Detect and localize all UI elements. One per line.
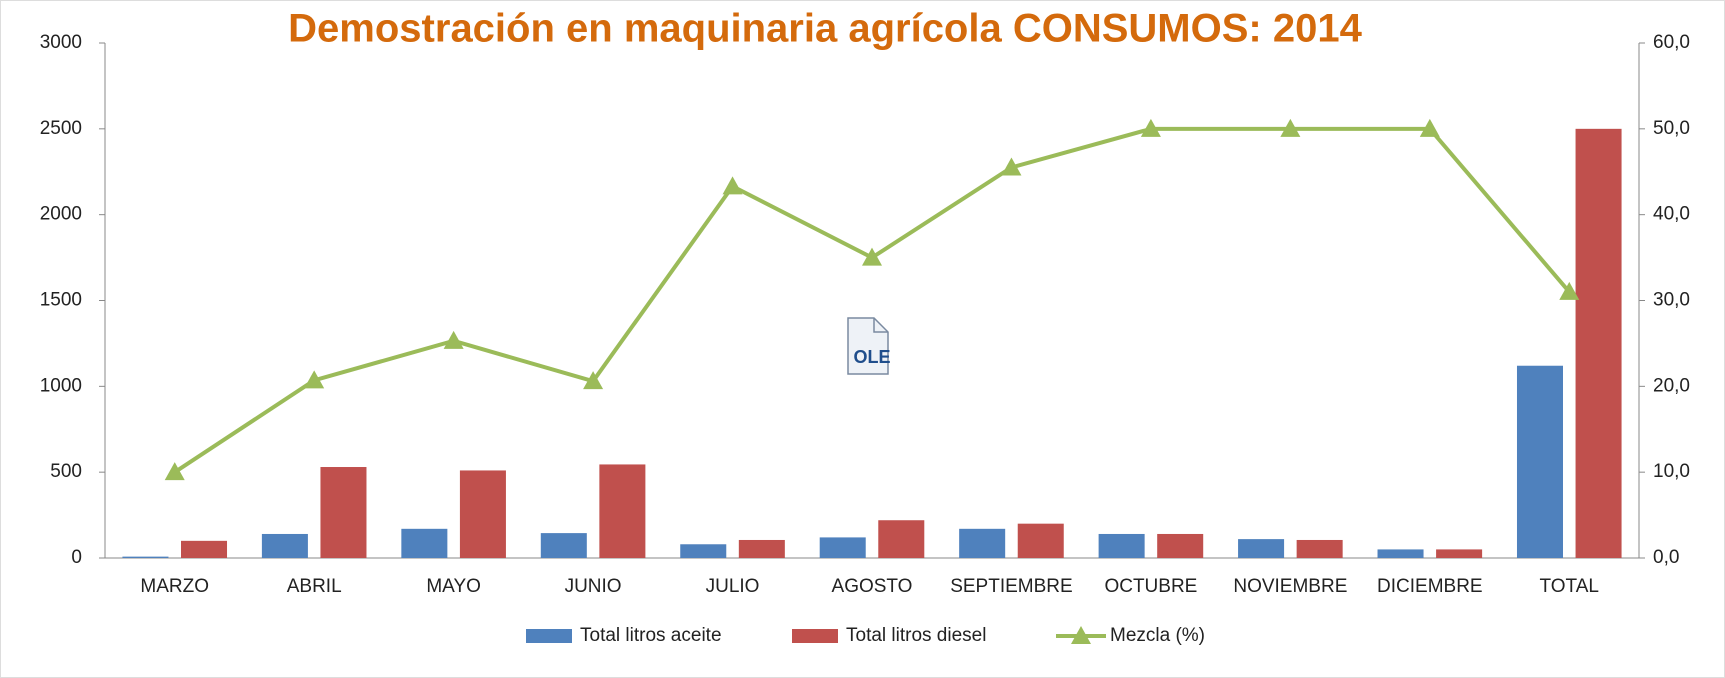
bar (1238, 539, 1285, 558)
y-tick-label: 1000 (40, 375, 82, 396)
x-tick-label: MARZO (140, 576, 209, 597)
bar (878, 520, 925, 558)
marker (443, 330, 464, 349)
bar (540, 533, 587, 558)
y-tick-label: 3000 (40, 32, 82, 53)
marker (1001, 157, 1022, 176)
legend-label: Total litros aceite (580, 625, 722, 646)
bar (459, 470, 506, 558)
marker (164, 462, 185, 481)
bar (181, 540, 228, 558)
y-tick-label: 2500 (40, 118, 82, 139)
bar (401, 528, 448, 558)
marker (1559, 281, 1580, 300)
x-tick-label: TOTAL (1540, 576, 1599, 597)
bar (1436, 549, 1483, 558)
y2-tick-label: 20,0 (1653, 375, 1690, 396)
y-tick-label: 1500 (40, 290, 82, 311)
y2-tick-label: 30,0 (1653, 290, 1690, 311)
x-tick-label: AGOSTO (832, 576, 913, 597)
chart-title: Demostración en maquinaria agrícola CONS… (288, 7, 1362, 51)
y-tick-label: 0 (71, 547, 82, 568)
legend-marker (1071, 626, 1091, 644)
marker (304, 370, 325, 389)
icon-fold (873, 318, 888, 333)
bar (1296, 539, 1343, 558)
legend-label: Mezcla (%) (1110, 625, 1205, 646)
bar (1377, 549, 1424, 558)
legend-label: Total litros diesel (846, 625, 986, 646)
legend-swatch (526, 629, 572, 643)
x-tick-label: MAYO (426, 576, 481, 597)
bar (680, 544, 727, 558)
x-tick-label: JULIO (706, 576, 760, 597)
bar (320, 467, 367, 558)
bar (1575, 128, 1622, 559)
bar (599, 464, 646, 558)
y2-tick-label: 40,0 (1653, 204, 1690, 225)
icon-label: OLE (853, 347, 890, 367)
bar (959, 528, 1006, 558)
bar (819, 537, 866, 558)
bar (738, 539, 785, 558)
x-tick-label: SEPTIEMBRE (950, 576, 1072, 597)
marker (583, 371, 604, 390)
y2-tick-label: 10,0 (1653, 461, 1690, 482)
bar (122, 556, 169, 558)
legend-swatch (792, 629, 838, 643)
x-tick-label: ABRIL (287, 576, 342, 597)
bar (1017, 523, 1064, 558)
y2-tick-label: 0,0 (1653, 547, 1679, 568)
y-tick-label: 2000 (40, 204, 82, 225)
x-tick-label: OCTUBRE (1104, 576, 1197, 597)
y-tick-label: 500 (50, 461, 82, 482)
marker (1419, 118, 1440, 137)
bar (1516, 365, 1563, 558)
bar (261, 533, 308, 558)
marker (1280, 118, 1301, 137)
x-tick-label: DICIEMBRE (1377, 576, 1483, 597)
bar (1098, 533, 1145, 558)
ole-icon: OLE (847, 317, 891, 375)
marker (722, 176, 743, 195)
bar (1157, 533, 1204, 558)
x-tick-label: NOVIEMBRE (1233, 576, 1347, 597)
x-tick-label: JUNIO (565, 576, 622, 597)
y2-tick-label: 60,0 (1653, 32, 1690, 53)
marker (862, 247, 882, 266)
marker (1140, 118, 1161, 137)
y2-tick-label: 50,0 (1653, 118, 1690, 139)
